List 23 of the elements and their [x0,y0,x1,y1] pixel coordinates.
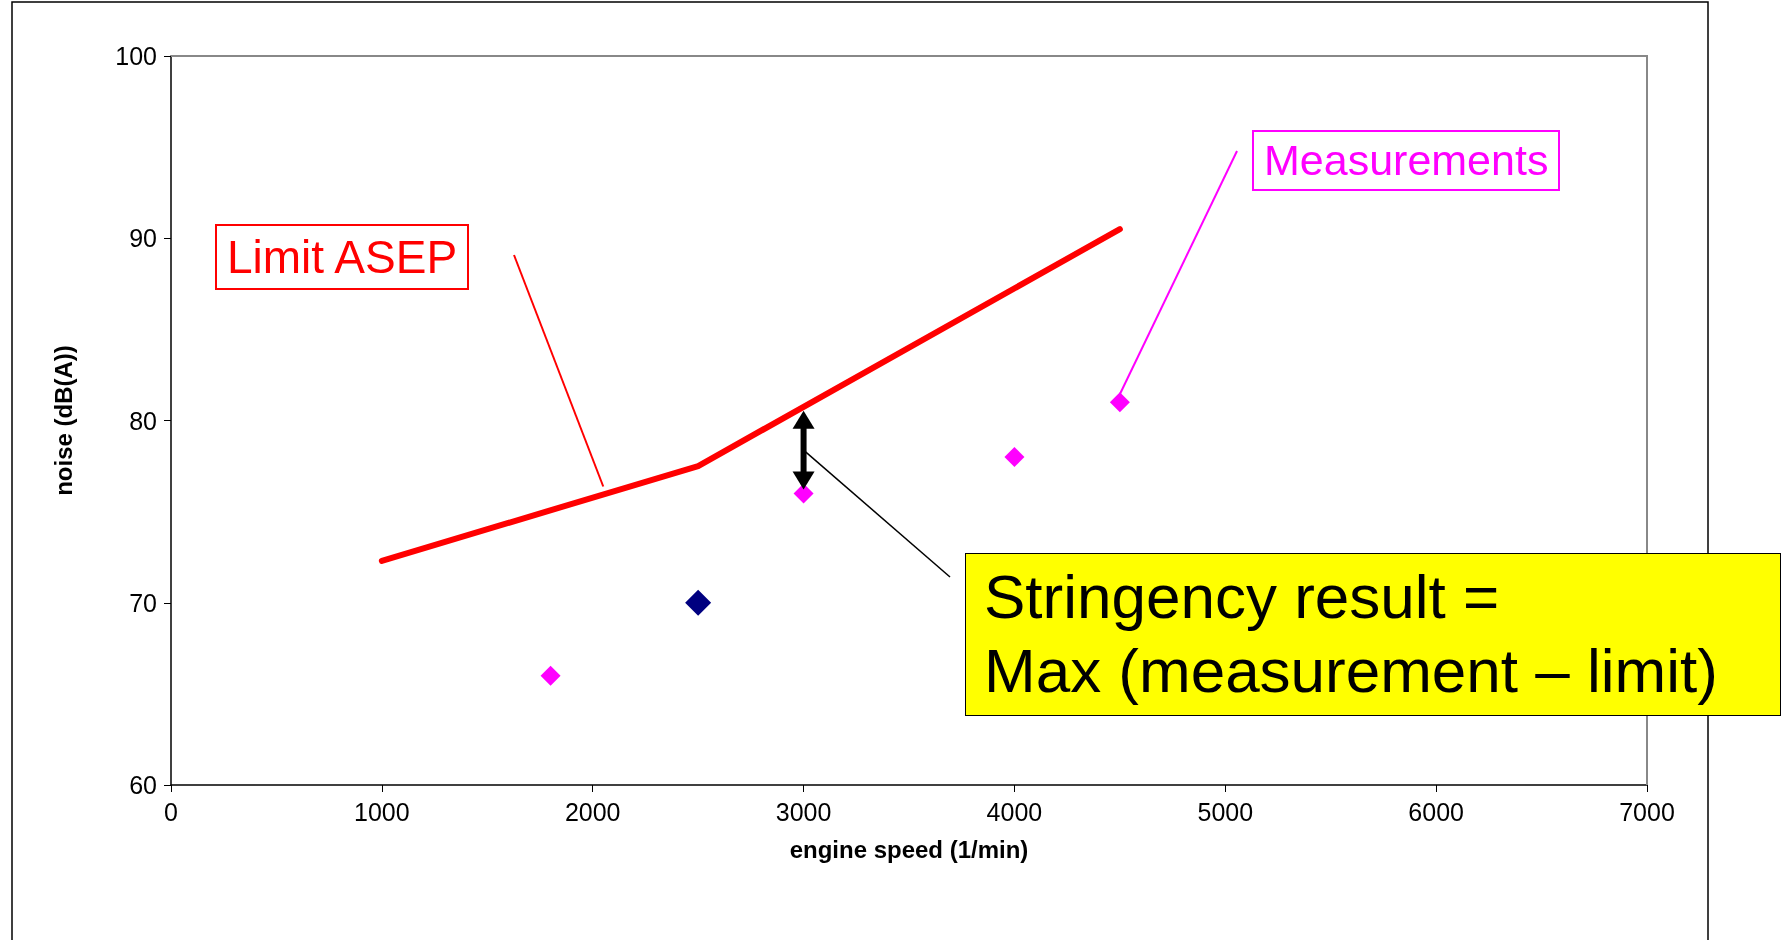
y-tick-label: 80 [129,406,157,435]
x-tick-label: 3000 [775,797,832,826]
point [540,665,561,686]
x-tick-label: 2000 [564,797,621,826]
point [793,483,814,504]
x-tick-label: 7000 [1619,797,1675,826]
text: Measurements [1252,130,1561,191]
text: Limit ASEP [215,224,470,290]
x-tick-label: 4000 [986,797,1043,826]
x-tick-label: 6000 [1408,797,1464,826]
y-axis-title: noise (dB(A)) [49,345,77,496]
annotation: Stringency result = Max (measurement – limit) [965,553,1781,716]
y-tick-label: 70 [129,588,157,617]
y-tick-label: 60 [129,771,157,799]
y-tick-label: 90 [129,224,157,253]
x-tick-label: 5000 [1197,797,1254,826]
x-tick-label: 0 [164,797,178,826]
x-tick-label: 1000 [354,797,410,826]
y-tick-label: 100 [115,42,157,70]
x-axis-title: engine speed (1/min) [789,835,1029,863]
point [685,589,712,616]
point [1109,392,1130,413]
point [1004,446,1025,467]
